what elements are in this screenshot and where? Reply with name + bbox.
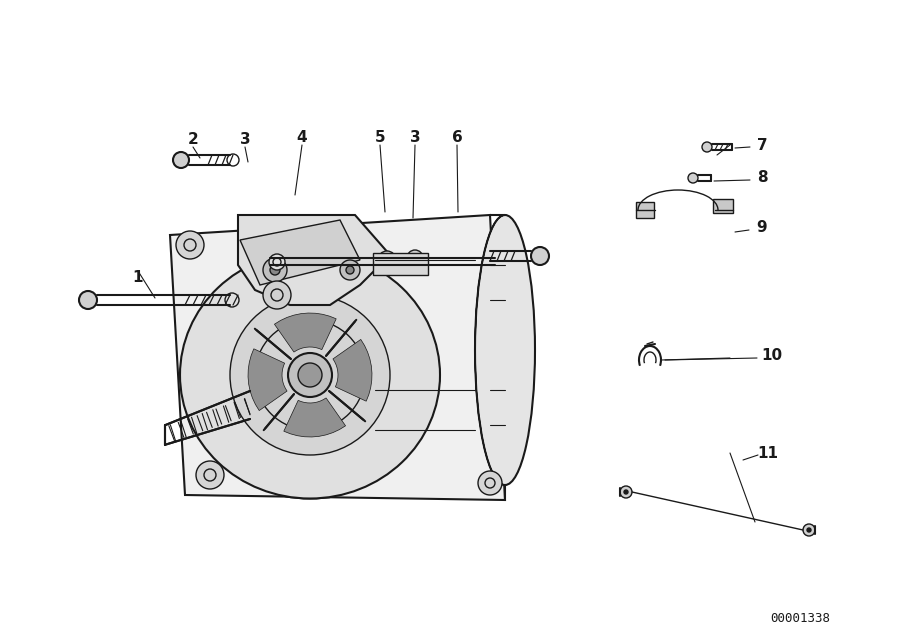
FancyBboxPatch shape xyxy=(373,253,428,275)
Circle shape xyxy=(269,254,285,270)
Circle shape xyxy=(288,353,332,397)
Text: 3: 3 xyxy=(410,131,420,145)
FancyBboxPatch shape xyxy=(636,202,654,218)
Text: 3: 3 xyxy=(239,133,250,147)
Circle shape xyxy=(702,142,712,152)
Circle shape xyxy=(196,461,224,489)
Text: 6: 6 xyxy=(452,131,463,145)
Polygon shape xyxy=(275,315,336,352)
Circle shape xyxy=(531,247,549,265)
Circle shape xyxy=(624,490,628,494)
Ellipse shape xyxy=(180,251,440,498)
Polygon shape xyxy=(333,340,370,400)
Polygon shape xyxy=(250,350,287,410)
Text: 11: 11 xyxy=(758,446,778,460)
Text: 7: 7 xyxy=(757,138,768,152)
Text: 5: 5 xyxy=(374,131,385,145)
Text: 8: 8 xyxy=(757,170,768,185)
Circle shape xyxy=(231,386,269,424)
Circle shape xyxy=(346,266,354,274)
FancyBboxPatch shape xyxy=(713,199,733,213)
Circle shape xyxy=(620,486,632,498)
Circle shape xyxy=(230,295,390,455)
Text: 4: 4 xyxy=(297,131,307,145)
Circle shape xyxy=(340,260,360,280)
Circle shape xyxy=(803,524,815,536)
Circle shape xyxy=(288,353,332,397)
Circle shape xyxy=(263,281,291,309)
Text: 1: 1 xyxy=(133,271,143,286)
Circle shape xyxy=(378,251,396,269)
Text: 10: 10 xyxy=(761,349,783,363)
Ellipse shape xyxy=(475,215,535,485)
Polygon shape xyxy=(248,349,287,411)
Text: 9: 9 xyxy=(757,220,768,236)
Circle shape xyxy=(173,152,189,168)
Text: 00001338: 00001338 xyxy=(770,612,830,624)
Polygon shape xyxy=(274,313,337,352)
Polygon shape xyxy=(238,215,390,305)
Text: 2: 2 xyxy=(187,133,198,147)
Ellipse shape xyxy=(180,251,440,498)
Circle shape xyxy=(79,291,97,309)
Circle shape xyxy=(176,231,204,259)
Circle shape xyxy=(263,258,287,282)
Circle shape xyxy=(270,265,280,275)
Circle shape xyxy=(230,295,390,455)
Circle shape xyxy=(688,173,698,183)
Polygon shape xyxy=(284,398,345,435)
Circle shape xyxy=(407,250,423,266)
Circle shape xyxy=(807,528,811,532)
Polygon shape xyxy=(240,220,360,285)
Circle shape xyxy=(298,363,322,387)
Polygon shape xyxy=(333,340,372,401)
Polygon shape xyxy=(284,398,346,437)
Circle shape xyxy=(478,471,502,495)
Polygon shape xyxy=(170,215,505,500)
Circle shape xyxy=(298,363,322,387)
